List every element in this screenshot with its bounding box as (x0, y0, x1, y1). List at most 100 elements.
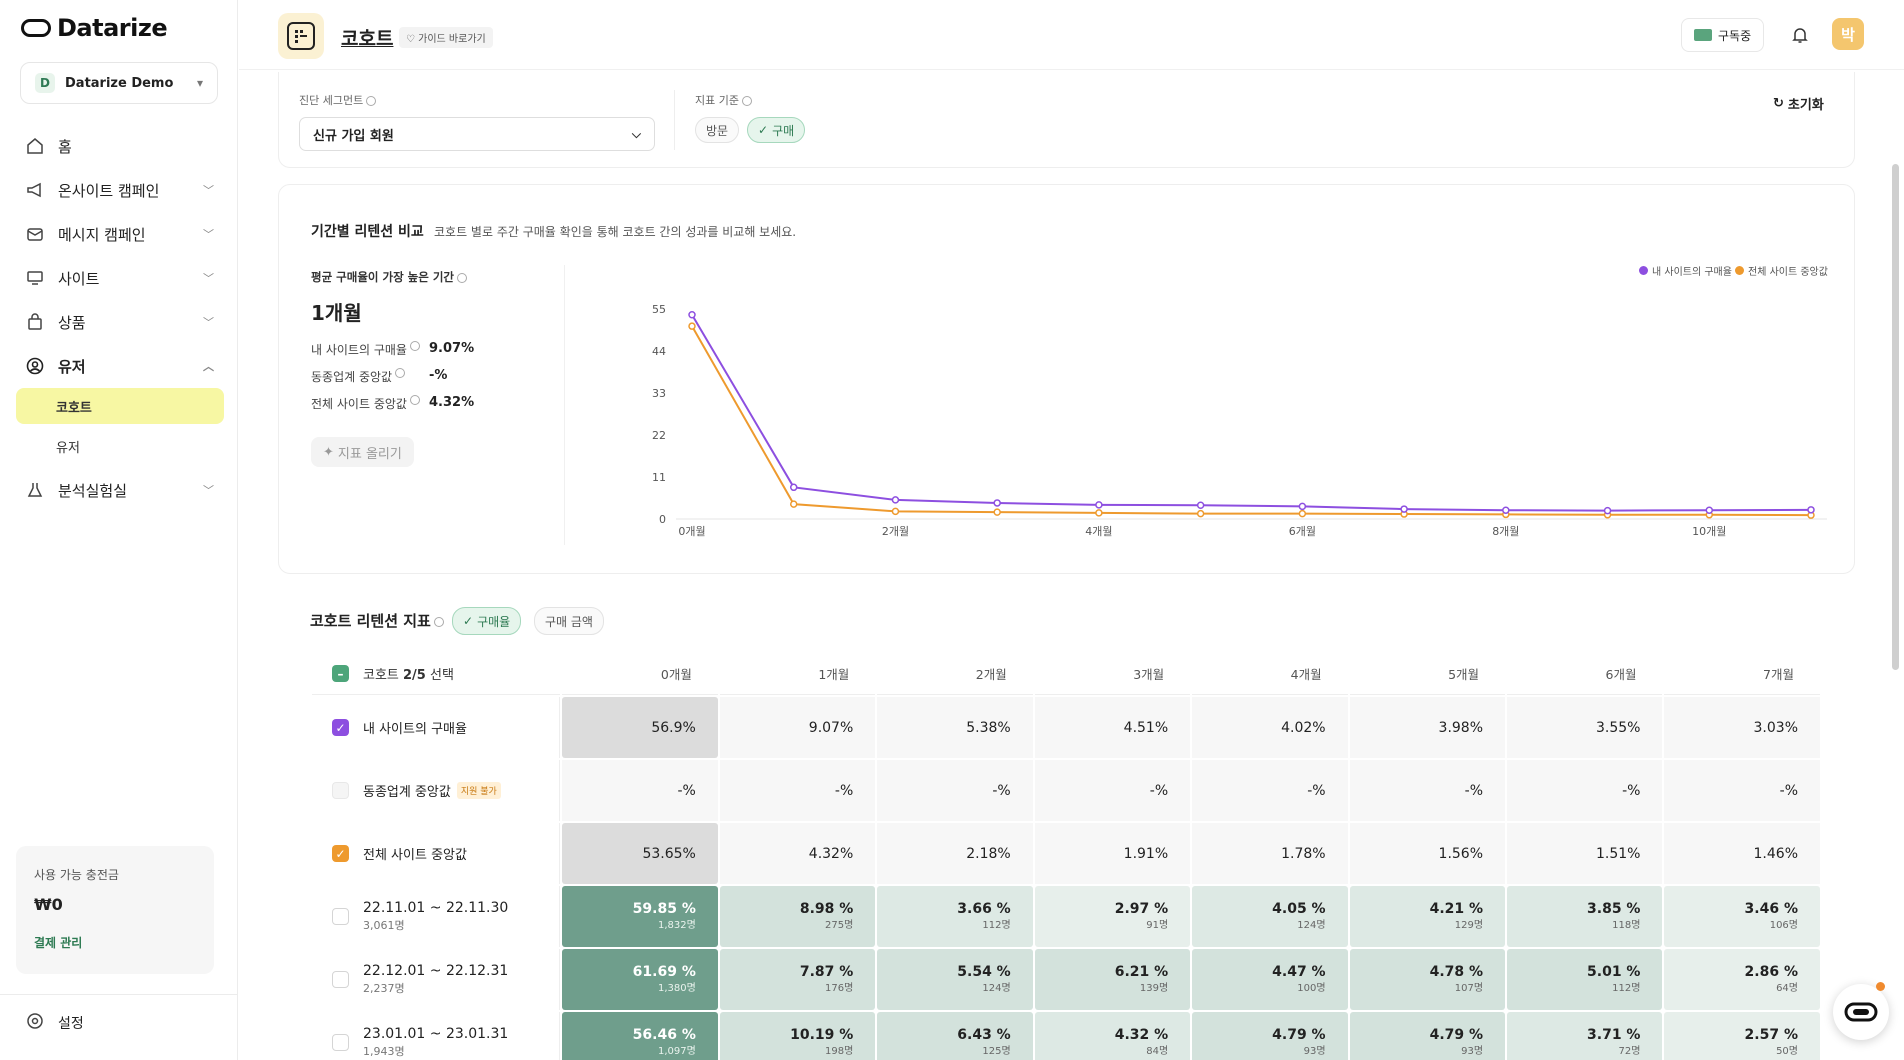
cell-percent: 4.79 % (1272, 1026, 1326, 1043)
row-label-text: 23.01.01 ~ 23.01.31 (363, 1025, 509, 1042)
cell-count: 124명 (1297, 919, 1326, 931)
nav-product[interactable]: 상품 ﹀ (16, 300, 224, 344)
info-icon[interactable] (409, 341, 420, 351)
settings-link[interactable]: 설정 (26, 1012, 84, 1034)
info-icon[interactable] (456, 272, 467, 283)
workspace-selector[interactable]: D Datarize Demo ▾ (20, 62, 218, 104)
chat-icon (1844, 1002, 1878, 1022)
amount-toggle-label: 구매 금액 (545, 614, 593, 629)
cell-percent: 3.46 % (1744, 900, 1798, 917)
data-point (1095, 501, 1103, 509)
row-checkbox[interactable] (332, 908, 349, 925)
cell-count: 1,097명 (658, 1045, 696, 1057)
cell-percent: 4.05 % (1272, 900, 1326, 917)
data-point (993, 508, 1001, 516)
nav-home[interactable]: 홈 (16, 124, 224, 168)
refresh-icon: ↻ (1773, 96, 1784, 111)
table-cell: 4.51% (1034, 697, 1191, 758)
cell-count: 275명 (824, 919, 854, 931)
reset-button[interactable]: ↻ 초기화 (1773, 94, 1824, 113)
divider (564, 265, 565, 545)
metric-label-text: 지표 기준 (695, 94, 739, 107)
legend-item-all-site: 전체 사이트 중앙값 (1735, 263, 1828, 278)
row-label-cell: ✓ 전체 사이트 중앙값 (312, 823, 561, 884)
improve-metric-label: 지표 올리기 (337, 446, 402, 462)
row-checkbox[interactable] (332, 971, 349, 988)
metric-my-site: 내 사이트의 구매율 9.07% (311, 341, 511, 358)
table-cell: -% (1192, 760, 1348, 821)
info-icon[interactable] (395, 368, 406, 378)
improve-metric-button[interactable]: ✦ 지표 올리기 (311, 437, 414, 467)
guide-link[interactable]: ♡ 가이드 바로가기 (399, 27, 493, 48)
metric-visit-toggle[interactable]: 방문 (695, 117, 740, 143)
nav-analysis-lab[interactable]: 분석실험실 ﹀ (16, 468, 224, 512)
select-header: – 코호트 2/5 선택 (312, 653, 561, 695)
sidebar-item-cohort[interactable]: 코호트 (16, 388, 224, 424)
table-body: ✓ 내 사이트의 구매율 56.9% 9.07% 5.38% 4.51% 4.02% 3.98… (312, 697, 1820, 1060)
rate-toggle[interactable]: ✓ 구매율 (452, 607, 522, 635)
subscription-button[interactable]: 구독중 (1681, 18, 1765, 52)
scrollbar[interactable] (1892, 164, 1899, 670)
chevron-down-icon: ﹀ (203, 184, 214, 197)
row-count: 2,237명 (363, 981, 405, 995)
chat-button[interactable] (1833, 984, 1889, 1040)
table-cell: 3.71 % 72명 (1507, 1012, 1663, 1060)
amount-toggle[interactable]: 구매 금액 (534, 607, 604, 635)
table-cell: 53.65% (562, 823, 718, 884)
segment-select[interactable]: 신규 가입 회원 ⌵ (299, 117, 655, 151)
table-cell: 59.85 % 1,832명 (562, 886, 718, 947)
retention-description: 코호트 별로 주간 구매율 확인을 통해 코호트 간의 성과를 비교해 보세요. (434, 225, 797, 239)
nav-site[interactable]: 사이트 ﹀ (16, 256, 224, 300)
best-period-value: 1개월 (311, 301, 362, 325)
select-prefix: 코호트 (363, 668, 404, 683)
cell-count: 72명 (1618, 1045, 1641, 1057)
row-checkbox[interactable]: ✓ (332, 719, 349, 736)
table-cell: -% (1507, 760, 1663, 821)
info-icon[interactable] (433, 616, 444, 627)
table-row: 22.12.01 ~ 22.12.31 2,237명 61.69 % 1,380명 7.… (312, 949, 1820, 1010)
table-cell: 3.98% (1349, 697, 1506, 758)
metric-purchase-toggle[interactable]: ✓ 구매 (747, 117, 806, 143)
segment-label: 진단 세그먼트 (299, 92, 377, 108)
cell-count: 1,380명 (658, 982, 696, 994)
info-icon[interactable] (409, 395, 420, 405)
bell-icon[interactable] (1787, 22, 1813, 48)
y-tick-label: 0 (659, 513, 666, 526)
y-tick-label: 11 (652, 471, 666, 484)
cohort-table-container[interactable]: – 코호트 2/5 선택 0개월 1개월 2개월 3개월 4개월 5개월 6개월 7개월 ✓ 내… (310, 651, 1822, 1060)
table-cell: 1.78% (1192, 823, 1348, 884)
data-point (1298, 509, 1307, 518)
table-cell: 10.19 % 198명 (719, 1012, 876, 1060)
table-cell: -% (562, 760, 718, 821)
app-name: Datarize (57, 14, 168, 42)
sidebar-item-user[interactable]: 유저 (56, 440, 80, 456)
nav-message-campaign[interactable]: 메시지 캠페인 ﹀ (16, 212, 224, 256)
info-icon[interactable] (741, 96, 752, 106)
y-tick-label: 44 (652, 345, 666, 358)
billing-link[interactable]: 결제 관리 (34, 936, 83, 950)
data-point (1705, 506, 1714, 514)
metric-visit-label: 방문 (706, 123, 729, 138)
nav-onsite-campaign[interactable]: 온사이트 캠페인 ﹀ (16, 168, 224, 212)
data-point (891, 507, 900, 516)
cell-percent: 10.19 % (790, 1026, 854, 1043)
nav-user[interactable]: 유저 ︿ (16, 344, 224, 388)
cell-percent: 8.98 % (799, 900, 854, 917)
row-checkbox[interactable]: ✓ (332, 845, 349, 862)
top-header: 코호트 ♡ 가이드 바로가기 구독중 박 (239, 0, 1904, 70)
select-all-checkbox[interactable]: – (332, 665, 349, 682)
row-count: 3,061명 (363, 918, 405, 932)
legend-item-my-site: 내 사이트의 구매율 (1639, 263, 1732, 278)
nav-label: 유저 (58, 357, 86, 376)
app-logo[interactable]: Datarize (21, 14, 168, 42)
credit-value: ₩0 (34, 895, 63, 914)
sidebar: Datarize D Datarize Demo ▾ 홈 온사이트 캠페인 ﹀ … (0, 0, 238, 1060)
table-cell: 3.66 % 112명 (877, 886, 1033, 947)
row-checkbox[interactable] (332, 1034, 349, 1051)
table-row: 23.01.01 ~ 23.01.31 1,943명 56.46 % 1,097명 10… (312, 1012, 1820, 1060)
info-icon[interactable] (366, 96, 377, 106)
y-tick-label: 33 (652, 387, 666, 400)
avatar[interactable]: 박 (1832, 18, 1864, 50)
row-label: 22.11.01 ~ 22.11.30 3,061명 (363, 899, 508, 935)
unavailable-badge: 지원 불가 (456, 782, 501, 799)
